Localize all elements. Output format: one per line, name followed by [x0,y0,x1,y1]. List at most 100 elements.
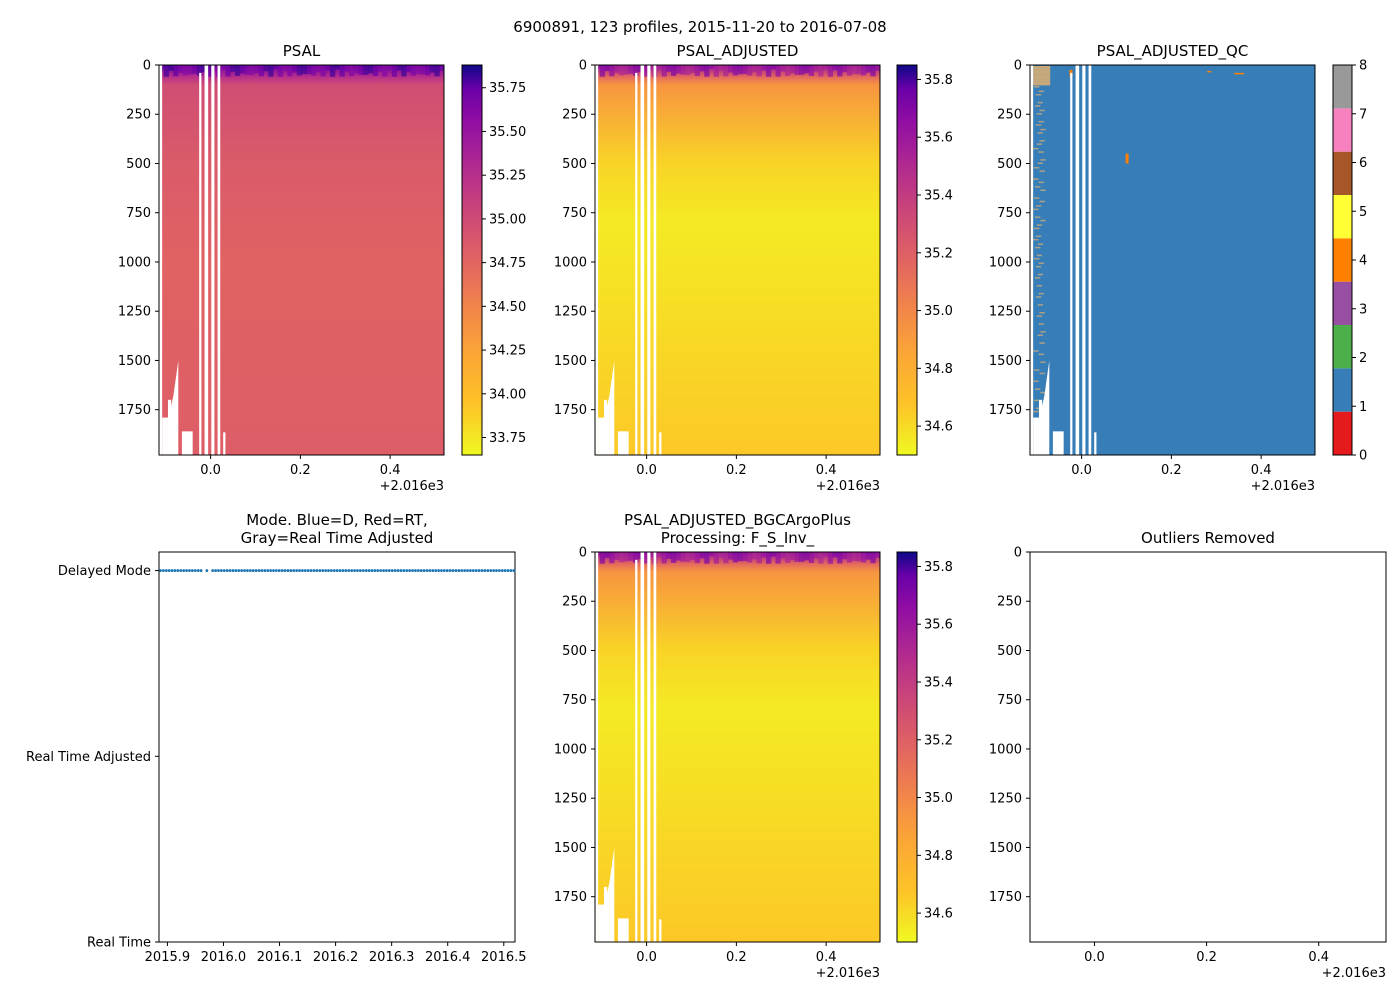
psal_adjusted_qc-flag-speckle [1033,410,1039,413]
psal_adjusted-gap-deep [598,417,604,455]
psal_adjusted_qc-colorbar-segment [1333,151,1352,195]
psal_adjusted_qc-gap-column [1088,65,1092,455]
psal_adjusted-xtick-label: 0.0 [636,463,657,478]
psal-colorbar-label: 33.75 [489,431,526,446]
psal-colorbar-label: 35.25 [489,169,526,184]
psal-xtick-label: 0.0 [200,463,221,478]
psal_adjusted_qc-flag-speckle [1038,262,1044,265]
psal_adjusted_bgc-ytick-label: 750 [562,693,587,708]
mode-point [162,569,165,572]
psal_adjusted_bgc-surface-stripe [823,552,829,557]
mode-point [289,569,293,572]
psal-surface-stripe [368,65,374,74]
psal_adjusted_qc-flag-speckle [1038,151,1044,153]
mode-point [509,569,513,572]
psal_adjusted_qc-colorbar-segment [1333,281,1352,325]
psal_adjusted_qc-flag-speckle [1040,189,1046,191]
psal_adjusted_qc-ytick-label: 1000 [989,255,1022,270]
psal_adjusted_qc-flag-speckle [1037,132,1044,134]
psal_adjusted_qc-data-field [1030,65,1315,455]
psal_adjusted_bgc-xtick-label: 0.4 [816,950,837,965]
psal_adjusted_qc-gap-column [1075,65,1080,455]
psal-surface-stripe [197,65,203,76]
mode-point [440,569,443,572]
psal_adjusted_qc-gap-column [1082,65,1086,455]
psal_adjusted_bgc-title: PSAL_ADJUSTED_BGCArgoPlus [624,511,851,530]
psal_adjusted_qc-flag-speckle [1040,361,1046,363]
psal_adjusted_qc-colorbar-segment [1333,411,1352,455]
psal_adjusted_bgc-surface-stripe [656,552,662,557]
psal_adjusted_qc-flag-speckle [1035,407,1042,410]
mode-xtick-label: 2016.1 [257,950,303,965]
mode-point [176,569,180,572]
psal-gap-deep [181,431,193,455]
psal-surface-stripe [401,65,407,77]
mode-point [237,569,241,572]
mode-panel: Mode. Blue=D, Red=RT,Gray=Real Time Adju… [26,511,527,965]
psal-surface-stripe [396,65,402,71]
psal_adjusted-surface-stripe [623,65,629,75]
psal_adjusted_qc-ytick-label: 500 [997,157,1022,172]
psal_adjusted-surface-stripe [775,65,781,77]
psal_adjusted_bgc-surface-stripe [832,552,838,558]
mode-point [214,569,217,572]
psal_adjusted-surface-stripe [851,65,857,74]
mode-point [431,569,435,572]
mode-point [309,569,313,572]
psal_adjusted_qc-flag-speckle [1038,323,1044,325]
psal_adjusted_qc-colorbar-label: 5 [1359,205,1367,220]
psal-surface-stripe [372,65,378,76]
mode-point [344,569,348,572]
mode-point [370,569,374,572]
psal_adjusted_bgc-surface-stripe [789,552,795,561]
mode-point [413,569,417,572]
psal-surface-stripe [258,65,264,77]
mode-title-line2: Gray=Real Time Adjusted [241,529,434,547]
psal_adjusted_qc-flag-speckle [1037,162,1044,164]
psal_adjusted_bgc-surface-stripe [671,552,677,563]
psal_adjusted_qc-flag-speckle [1034,388,1041,390]
psal_adjusted_qc-flag-speckle [1033,350,1039,352]
mode-point [246,569,249,572]
psal_adjusted-colorbar-label: 35.2 [924,246,953,261]
psal_adjusted_bgc-surface-stripe [804,552,810,561]
psal-gap-column [159,65,163,455]
psal_adjusted_bgc-surface-stripe [818,552,824,564]
mode-point [159,569,162,572]
psal_adjusted_bgc-surface-stripe [780,552,786,559]
psal_adjusted_qc-flag-speckle [1039,109,1045,112]
psal-ytick-label: 1250 [118,305,151,320]
psal-surface-stripe [320,65,326,77]
outliers-ytick-label: 1000 [989,742,1022,757]
psal_adjusted_qc-flag-speckle [1033,75,1051,78]
mode-point [211,569,215,572]
psal_adjusted_bgc-ytick-label: 1500 [554,841,587,856]
psal_adjusted_qc-title: PSAL_ADJUSTED_QC [1097,42,1249,61]
psal_adjusted_qc-flag-speckle [1034,277,1041,279]
psal_adjusted-ytick-label: 500 [562,157,587,172]
mode-point [335,569,339,572]
psal_adjusted-surface-stripe [846,65,852,76]
psal_adjusted-surface-stripe [756,65,762,77]
outliers-ytick-label: 750 [997,693,1022,708]
mode-point [382,569,385,572]
mode-point [448,569,452,572]
psal-surface-stripe [349,65,355,77]
psal-surface-stripe [315,65,321,73]
psal_adjusted-surface-variability [595,65,881,77]
psal_adjusted_bgc-gap-column [653,552,657,942]
mode-point [277,569,281,572]
mode-ytick-label: Real Time [87,936,151,951]
psal_adjusted-surface-stripe [865,65,871,73]
mode-point [367,569,371,572]
psal_adjusted_bgc-ytick-label: 1000 [554,742,587,757]
psal_adjusted_bgc-surface-stripe [709,552,715,557]
psal_adjusted-ytick-label: 750 [562,206,587,221]
psal_adjusted_bgc-surface-stripe [827,552,833,564]
psal_adjusted-surface-stripe [728,65,734,73]
psal_adjusted_qc-flag-speckle [1033,83,1051,86]
mode-point [306,569,310,572]
psal-x-offset-label: +2.016e3 [380,479,444,494]
psal_adjusted_qc-flag-speckle [1039,170,1045,172]
psal_adjusted_qc-flag-speckle [1039,312,1045,314]
